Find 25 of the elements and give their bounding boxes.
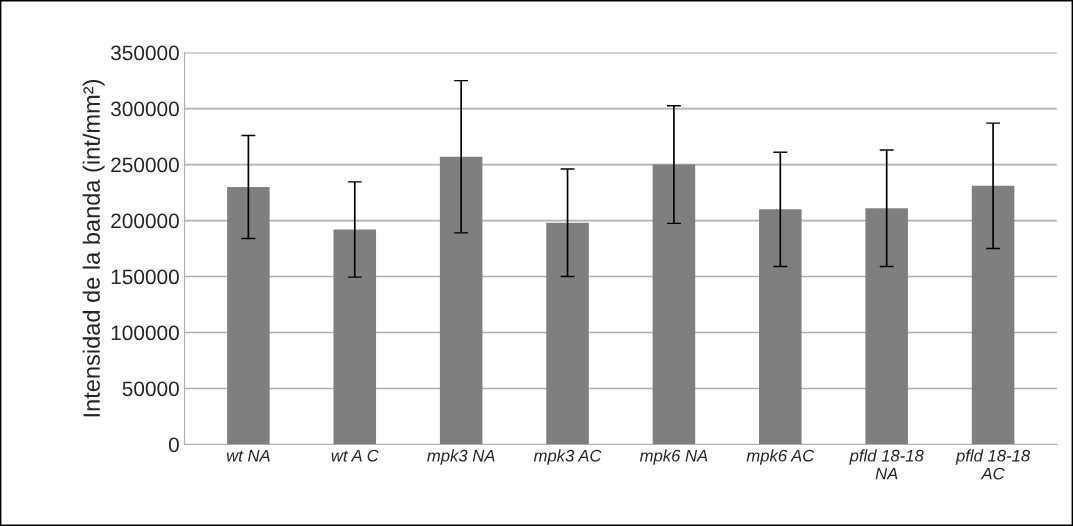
y-axis-title: Intensidad de la banda (int/mm²) [82, 80, 105, 417]
bar [546, 222, 589, 445]
bar [865, 208, 908, 445]
y-tick-label: 250000 [111, 157, 179, 173]
y-tick-label: 50000 [122, 381, 179, 397]
x-tick-label: mpk3 AC [533, 449, 602, 465]
bar [439, 156, 483, 445]
bar [971, 185, 1015, 445]
bar [652, 164, 696, 445]
x-tick-label: mpk3 NA [427, 449, 495, 465]
y-tick-label: 200000 [111, 213, 179, 229]
bar [227, 186, 270, 445]
x-tick-label: wt A C [331, 449, 379, 462]
y-tick-label: 350000 [110, 45, 179, 61]
x-tick-label: wt NA [226, 449, 270, 462]
bar [333, 229, 377, 445]
x-tick-label: mpk6 AC [746, 449, 815, 465]
y-tick-label: 100000 [111, 325, 179, 341]
y-tick-label: 300000 [110, 101, 179, 117]
y-tick-label: 150000 [111, 269, 179, 285]
bar [759, 209, 802, 445]
x-tick-label: pfld 18-18 AC [955, 449, 1031, 480]
x-tick-label: pfld 18-18 NA [849, 449, 924, 480]
x-tick-label: mpk6 NA [639, 449, 708, 465]
y-tick-label: 0 [168, 437, 179, 453]
